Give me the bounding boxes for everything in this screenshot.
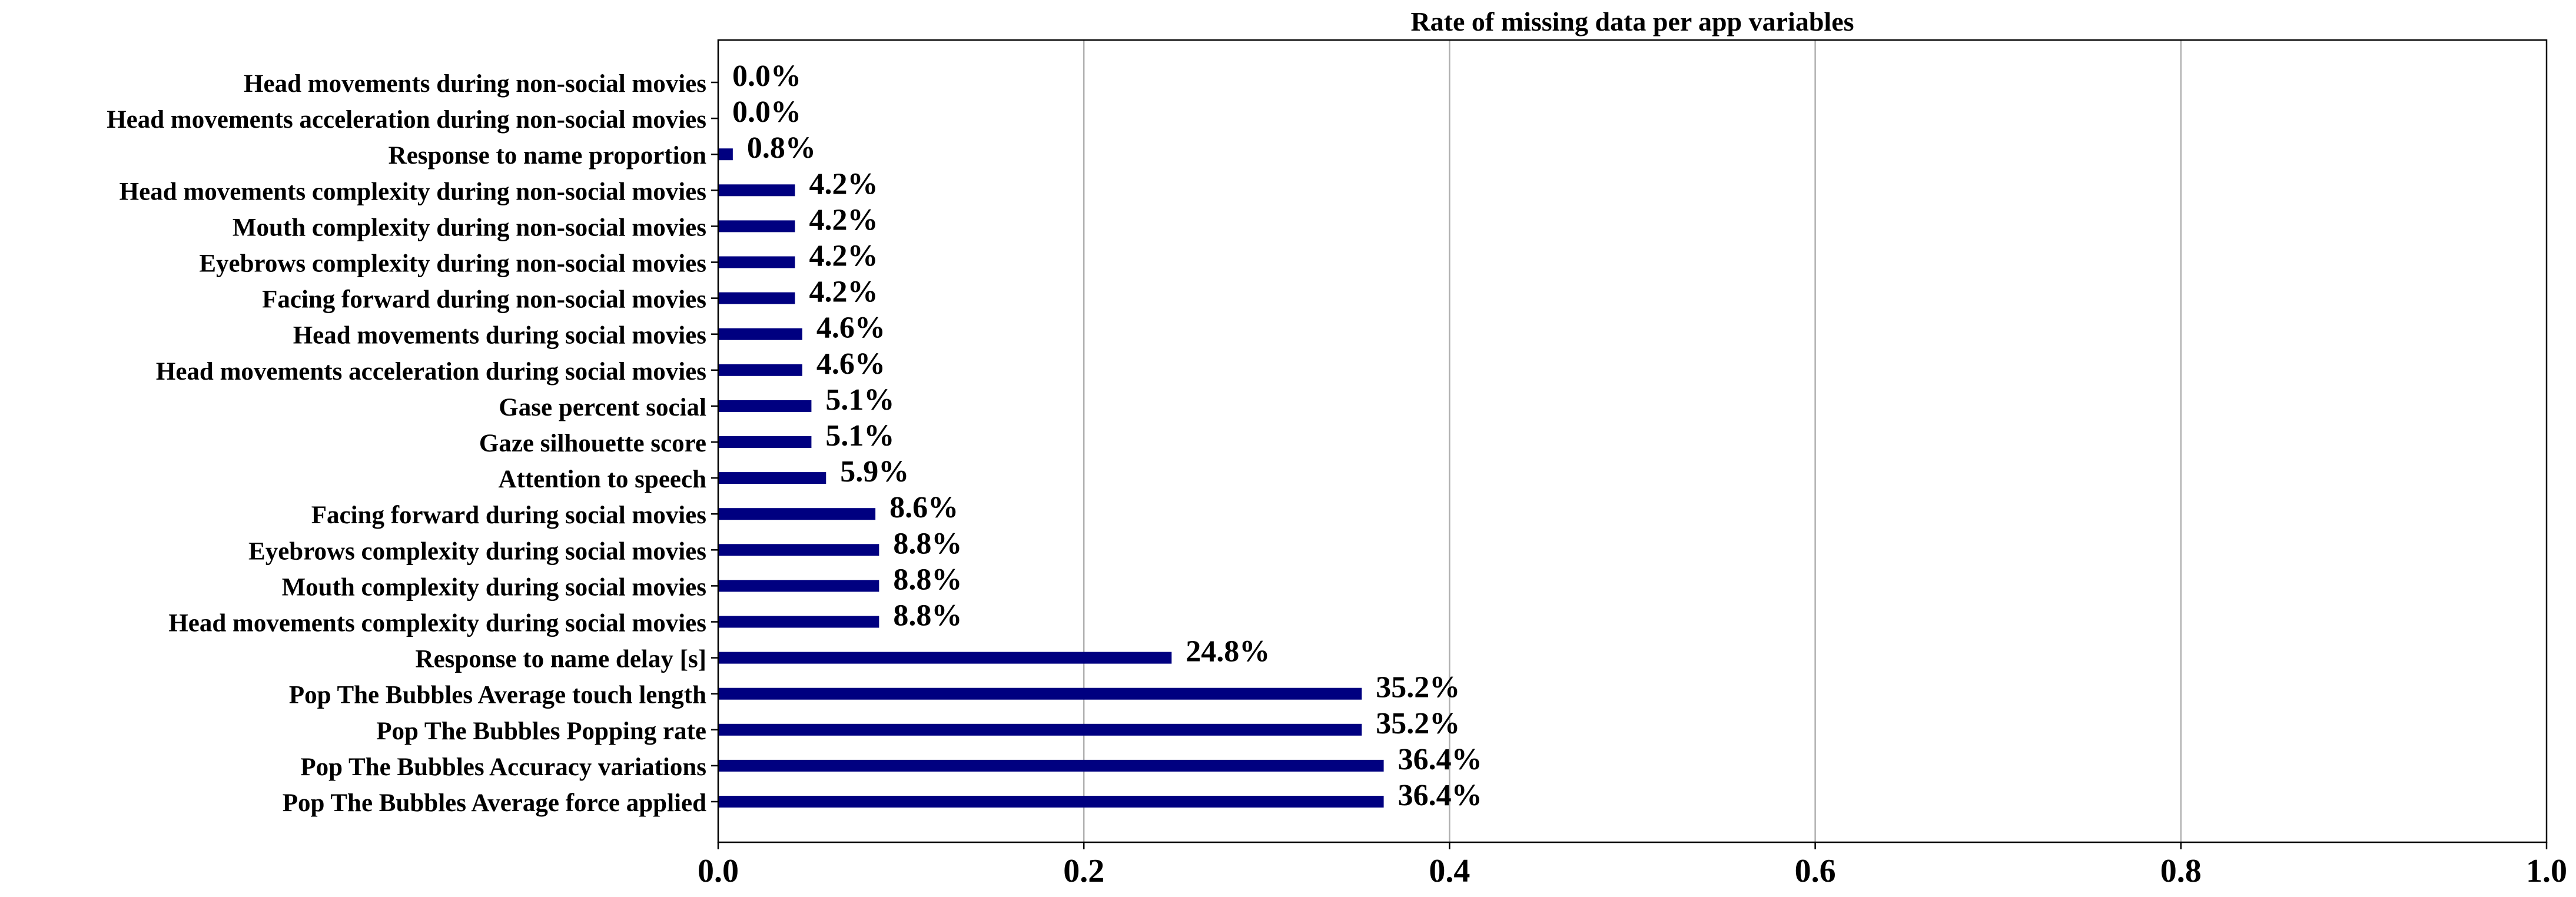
chart-title: Rate of missing data per app variables bbox=[1410, 6, 1854, 36]
data-label: 4.2% bbox=[809, 240, 878, 273]
category-label: Eyebrows complexity during non-social mo… bbox=[199, 250, 706, 278]
category-label: Mouth complexity during non-social movie… bbox=[233, 214, 706, 241]
data-label: 0.0% bbox=[732, 95, 801, 129]
category-label: Head movements during non-social movies bbox=[244, 70, 706, 98]
grid-lines bbox=[1083, 40, 2182, 842]
category-label: Head movements acceleration during socia… bbox=[156, 358, 706, 386]
category-label: Head movements acceleration during non-s… bbox=[107, 106, 706, 134]
category-label: Pop The Bubbles Accuracy variations bbox=[300, 753, 706, 781]
data-label: 4.6% bbox=[816, 311, 885, 345]
category-label: Response to name proportion bbox=[389, 142, 706, 170]
category-label: Facing forward during social movies bbox=[311, 501, 706, 529]
data-labels: 0.0%0.0%0.8%4.2%4.2%4.2%4.2%4.6%4.6%5.1%… bbox=[732, 59, 1482, 812]
category-label: Pop The Bubbles Average touch length bbox=[289, 682, 706, 709]
bar bbox=[718, 616, 879, 628]
data-label: 8.8% bbox=[893, 599, 962, 633]
data-label: 36.4% bbox=[1398, 779, 1482, 812]
category-label: Gase percent social bbox=[499, 394, 706, 421]
x-tick-label: 0.2 bbox=[1063, 853, 1104, 889]
category-label: Eyebrows complexity during social movies bbox=[248, 537, 706, 565]
x-tick-label: 1.0 bbox=[2526, 853, 2567, 889]
bar bbox=[718, 652, 1172, 664]
data-label: 4.2% bbox=[809, 275, 878, 309]
bar bbox=[718, 256, 795, 268]
bar bbox=[718, 796, 1384, 808]
data-label: 4.6% bbox=[816, 347, 885, 381]
x-tick-label: 0.8 bbox=[2160, 853, 2202, 889]
x-tick-label: 0.0 bbox=[698, 853, 739, 889]
data-label: 5.1% bbox=[825, 383, 894, 417]
category-label: Pop The Bubbles Average force applied bbox=[283, 789, 706, 817]
bar bbox=[718, 328, 802, 340]
data-label: 0.8% bbox=[747, 131, 816, 165]
category-label: Gaze silhouette score bbox=[479, 430, 706, 457]
data-label: 0.0% bbox=[732, 59, 801, 93]
bar bbox=[718, 184, 795, 197]
bar bbox=[718, 364, 802, 376]
x-tick-label: 0.4 bbox=[1429, 853, 1470, 889]
data-label: 8.6% bbox=[889, 491, 958, 524]
data-label: 8.8% bbox=[893, 527, 962, 560]
bar bbox=[718, 220, 795, 232]
bar bbox=[718, 508, 876, 520]
category-label: Head movements complexity during non-soc… bbox=[119, 178, 706, 205]
data-label: 5.9% bbox=[840, 455, 909, 489]
data-label: 4.2% bbox=[809, 167, 878, 201]
data-label: 35.2% bbox=[1376, 671, 1460, 705]
x-tick-label: 0.6 bbox=[1795, 853, 1836, 889]
bar bbox=[718, 400, 812, 412]
x-axis-tick-labels: 0.0 0.2 0.4 0.6 0.8 1.0 bbox=[698, 842, 2567, 889]
bar bbox=[718, 292, 795, 304]
data-label: 5.1% bbox=[825, 419, 894, 453]
bar bbox=[718, 723, 1362, 736]
bar bbox=[718, 759, 1384, 772]
category-label: Mouth complexity during social movies bbox=[282, 573, 706, 601]
bar bbox=[718, 436, 812, 448]
category-label: Head movements complexity during social … bbox=[168, 610, 706, 637]
bars bbox=[718, 148, 1384, 808]
bar bbox=[718, 687, 1362, 700]
data-label: 35.2% bbox=[1376, 707, 1460, 740]
category-label: Response to name delay [s] bbox=[416, 646, 706, 673]
plot-frame bbox=[717, 39, 2548, 843]
bar bbox=[718, 148, 733, 161]
y-axis-tick-labels: Head movements during non-social movies H… bbox=[107, 70, 718, 817]
category-label: Pop The Bubbles Popping rate bbox=[376, 717, 706, 745]
category-label: Attention to speech bbox=[498, 466, 706, 493]
data-label: 8.8% bbox=[893, 563, 962, 596]
bar bbox=[718, 544, 879, 556]
bar bbox=[718, 580, 879, 592]
data-label: 24.8% bbox=[1186, 635, 1270, 669]
bar bbox=[718, 472, 826, 484]
data-label: 4.2% bbox=[809, 203, 878, 237]
category-label: Head movements during social movies bbox=[293, 322, 706, 350]
data-label: 36.4% bbox=[1398, 743, 1482, 776]
category-label: Facing forward during non-social movies bbox=[262, 286, 706, 314]
